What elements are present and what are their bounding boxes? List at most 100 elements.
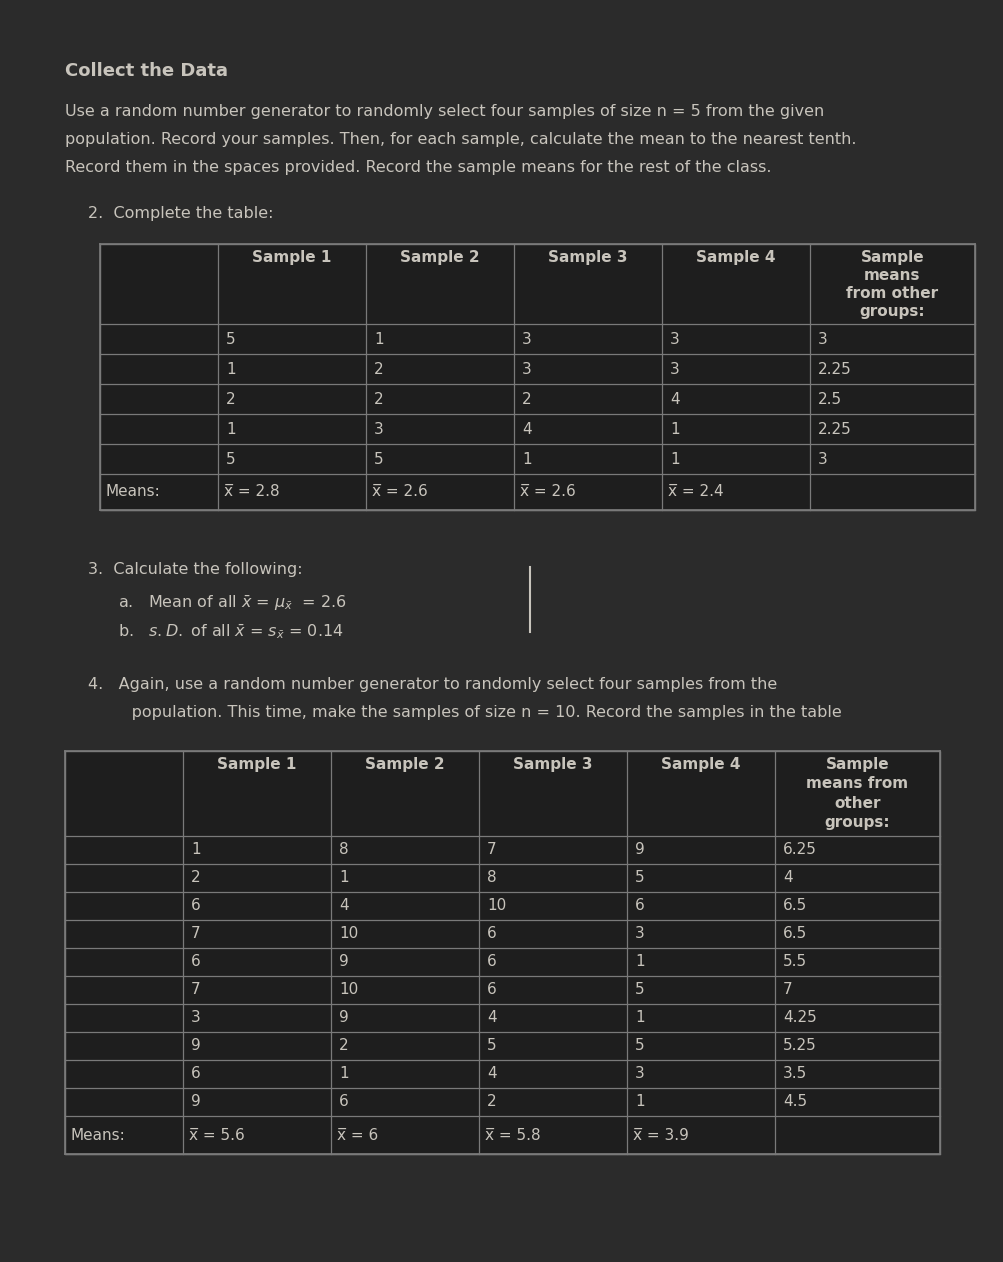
Text: 4: 4 [669,391,679,406]
Text: groups:: groups: [859,304,925,319]
Text: 3: 3 [817,452,826,467]
Text: 1: 1 [339,1066,348,1082]
Text: 2: 2 [191,871,201,886]
Text: 4: 4 [486,1011,496,1026]
Text: 9: 9 [191,1039,201,1054]
Text: Sample: Sample [824,757,889,772]
Text: 1: 1 [339,871,348,886]
Text: 3: 3 [634,1066,644,1082]
Text: Sample 2: Sample 2 [400,250,479,265]
Text: Sample 1: Sample 1 [252,250,331,265]
Text: Sample 2: Sample 2 [365,757,444,772]
Text: 6: 6 [486,926,496,941]
Text: 4.5: 4.5 [782,1094,806,1109]
Text: 1: 1 [522,452,532,467]
Text: 4: 4 [522,422,532,437]
Text: 1: 1 [669,452,679,467]
Text: 5: 5 [634,871,644,886]
Text: 5: 5 [486,1039,496,1054]
Text: 3: 3 [669,361,679,376]
Text: 7: 7 [191,926,201,941]
Text: 9: 9 [339,1011,348,1026]
Text: 9: 9 [634,843,644,857]
Text: 1: 1 [374,332,383,347]
Text: 3: 3 [191,1011,201,1026]
Text: 2.5: 2.5 [817,391,842,406]
Text: 4.   Again, use a random number generator to randomly select four samples from t: 4. Again, use a random number generator … [88,676,776,692]
Text: x̅ = 2.6: x̅ = 2.6 [520,485,575,500]
Text: 2.25: 2.25 [817,422,851,437]
Text: 9: 9 [191,1094,201,1109]
Text: x̅ = 2.6: x̅ = 2.6 [372,485,427,500]
Text: Means:: Means: [106,485,160,500]
Text: a.   Mean of all $\bar{x}$ = $\mu_{\bar{x}}$  = 2.6: a. Mean of all $\bar{x}$ = $\mu_{\bar{x}… [118,594,346,613]
Text: 4.25: 4.25 [782,1011,815,1026]
Text: x̅ = 2.8: x̅ = 2.8 [224,485,280,500]
Text: 7: 7 [782,983,791,997]
Text: 6: 6 [486,983,496,997]
Text: 5.5: 5.5 [782,954,806,969]
Text: 3: 3 [669,332,679,347]
Text: Sample 4: Sample 4 [695,250,775,265]
Text: other: other [833,795,880,810]
Text: 5: 5 [634,1039,644,1054]
Text: Sample: Sample [860,250,924,265]
Text: 2.25: 2.25 [817,361,851,376]
Text: 5: 5 [634,983,644,997]
Text: 1: 1 [226,361,236,376]
Text: 9: 9 [339,954,348,969]
Text: 4: 4 [339,899,348,914]
Text: 3: 3 [522,361,532,376]
Text: 3: 3 [634,926,644,941]
Text: 2: 2 [486,1094,496,1109]
Text: Collect the Data: Collect the Data [65,62,228,80]
Bar [65,751,939,1153]
Text: 6.25: 6.25 [782,843,816,857]
Text: b.   $s.D.$ of all $\bar{x}$ = $s_{\bar{x}}$ = 0.14: b. $s.D.$ of all $\bar{x}$ = $s_{\bar{x}… [118,622,343,641]
Text: 10: 10 [339,926,358,941]
Text: Use a random number generator to randomly select four samples of size n = 5 from: Use a random number generator to randoml… [65,103,823,119]
Text: 2: 2 [522,391,532,406]
Text: 6.5: 6.5 [782,899,806,914]
Text: 8: 8 [486,871,496,886]
Text: 6: 6 [634,899,644,914]
Text: Sample 1: Sample 1 [217,757,297,772]
Text: 2: 2 [374,391,383,406]
Text: 3: 3 [817,332,826,347]
Text: 7: 7 [191,983,201,997]
Text: 2: 2 [339,1039,348,1054]
Text: 1: 1 [226,422,236,437]
Text: 6: 6 [191,899,201,914]
Text: 4: 4 [486,1066,496,1082]
Text: 6: 6 [191,954,201,969]
Text: 8: 8 [339,843,348,857]
Text: 5: 5 [374,452,383,467]
Text: Sample 4: Sample 4 [661,757,740,772]
Text: 10: 10 [339,983,358,997]
Text: 1: 1 [634,1011,644,1026]
Text: 3: 3 [374,422,383,437]
Text: 6: 6 [339,1094,348,1109]
Text: from other: from other [846,286,938,302]
Text: 5: 5 [226,332,236,347]
Text: 1: 1 [669,422,679,437]
Text: population. Record your samples. Then, for each sample, calculate the mean to th: population. Record your samples. Then, f… [65,133,856,146]
Text: Sample 3: Sample 3 [548,250,627,265]
Text: 5.25: 5.25 [782,1039,815,1054]
Text: 1: 1 [634,954,644,969]
Text: population. This time, make the samples of size n = 10. Record the samples in th: population. This time, make the samples … [106,705,841,721]
Text: Sample 3: Sample 3 [513,757,592,772]
Text: 6.5: 6.5 [782,926,806,941]
Text: 7: 7 [486,843,496,857]
Text: means: means [864,268,920,283]
Text: 3.  Calculate the following:: 3. Calculate the following: [88,562,302,577]
Text: x̅ = 5.6: x̅ = 5.6 [189,1127,245,1142]
Text: x̅ = 3.9: x̅ = 3.9 [632,1127,688,1142]
Text: 5: 5 [226,452,236,467]
Text: means from: means from [805,776,908,791]
Bar [100,244,974,510]
Text: groups:: groups: [823,815,890,829]
Text: 4: 4 [782,871,791,886]
Text: 1: 1 [191,843,201,857]
Text: x̅ = 5.8: x̅ = 5.8 [484,1127,540,1142]
